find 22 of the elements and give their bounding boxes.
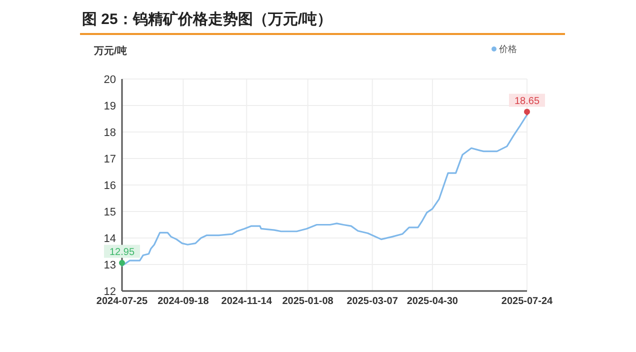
- legend-label: 价格: [498, 44, 517, 54]
- y-tick-label: 17: [104, 154, 116, 166]
- annotation: 18.65: [514, 96, 540, 107]
- x-tick-label: 2024-11-14: [221, 296, 272, 307]
- y-tick-label: 19: [104, 100, 116, 112]
- x-tick-label: 2025-07-24: [501, 296, 554, 307]
- legend: 价格: [492, 44, 517, 54]
- y-tick-label: 13: [104, 260, 116, 272]
- y-tick-label: 15: [104, 206, 116, 218]
- x-tick-label: 2025-01-08: [282, 296, 334, 307]
- y-axis-title: 万元/吨: [93, 45, 127, 57]
- y-tick-label: 12: [104, 286, 116, 298]
- x-tick-label: 2024-07-25: [96, 296, 148, 307]
- x-tick-label: 2025-03-07: [346, 296, 398, 307]
- title: 图 25：钨精矿价格走势图（万元/吨）: [82, 11, 332, 28]
- y-tick-label: 18: [104, 127, 116, 139]
- y-tick-label: 14: [104, 233, 116, 245]
- x-tick-label: 2025-04-30: [406, 296, 458, 307]
- y-tick-label: 20: [104, 74, 116, 86]
- x-tick-label: 2024-09-18: [158, 296, 210, 307]
- annotation: 12.95: [109, 246, 135, 258]
- y-tick-label: 16: [104, 180, 116, 192]
